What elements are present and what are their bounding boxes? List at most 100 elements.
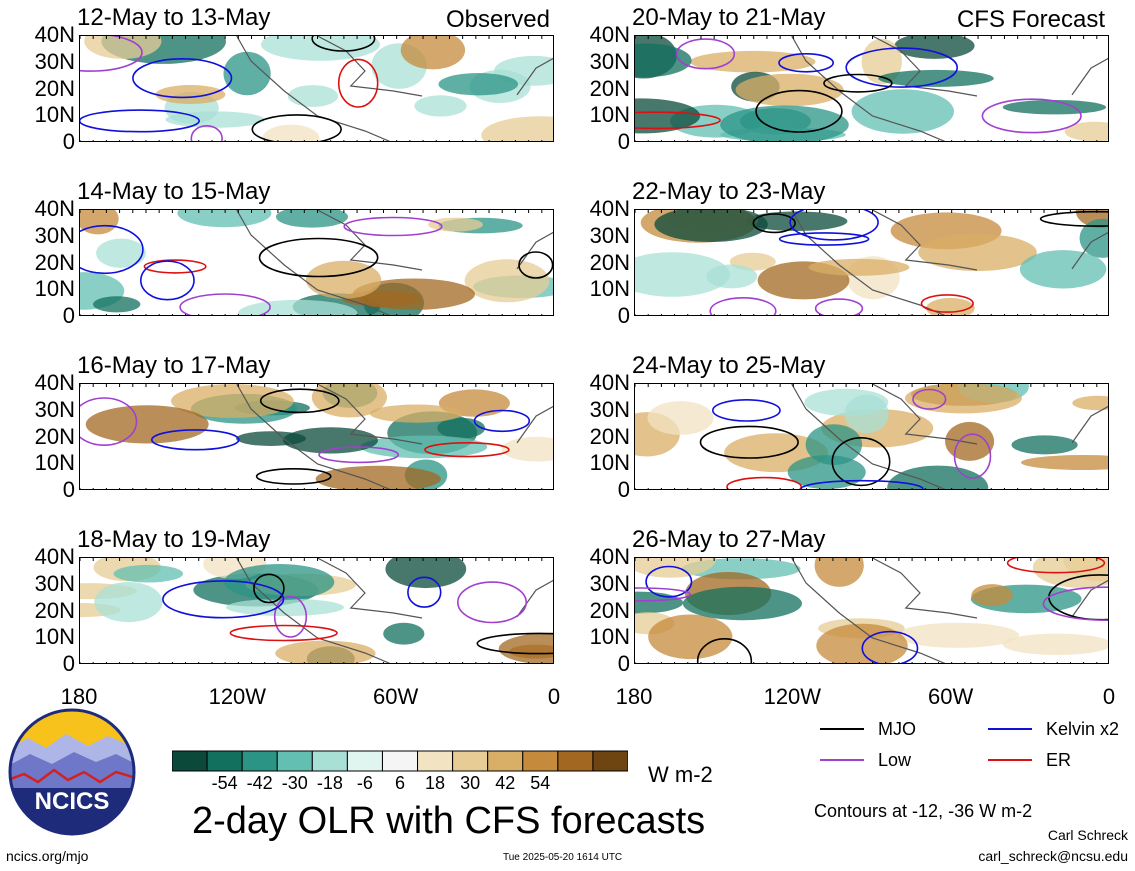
wave-contour	[981, 98, 1082, 134]
wave-contour	[80, 109, 200, 133]
y-tick-label: 0	[62, 303, 75, 328]
y-tick-label: 20N	[589, 423, 630, 449]
colorbar-segment	[346, 750, 383, 772]
y-tick-label: 40N	[589, 544, 630, 569]
olr-anomaly-shading	[878, 69, 994, 87]
olr-map-panel	[79, 35, 554, 142]
olr-anomaly-shading	[155, 85, 226, 104]
footer-email[interactable]: carl_schreck@ncsu.edu	[978, 848, 1128, 864]
wave-contour	[143, 259, 207, 274]
olr-anomaly-shading	[926, 297, 975, 315]
y-tick-label: 40N	[589, 370, 630, 395]
olr-anomaly-shading	[1011, 435, 1078, 455]
olr-anomaly-shading	[428, 217, 483, 232]
colorbar-segment	[311, 750, 348, 772]
olr-anomaly-shading	[648, 614, 733, 660]
wave-contour	[675, 38, 736, 70]
olr-anomaly-shading	[498, 632, 553, 663]
olr-anomaly-shading	[226, 598, 344, 616]
y-tick-label: 0	[617, 651, 630, 676]
wave-contour	[80, 224, 144, 275]
colorbar-segment	[557, 750, 594, 772]
colorbar-tick-label: -18	[316, 773, 343, 793]
wave-contour	[920, 294, 974, 313]
panel-title: 24-May to 25-May	[632, 352, 826, 379]
y-tick-label: 30N	[589, 222, 630, 248]
olr-anomaly-shading	[94, 582, 163, 623]
colorbar-segment	[452, 750, 489, 772]
legend-label: MJO	[878, 719, 916, 739]
legend-label: Low	[878, 750, 912, 770]
wave-contour	[789, 210, 879, 241]
footer-url[interactable]: ncics.org/mjo	[6, 848, 89, 864]
wave-contour	[518, 251, 553, 279]
olr-anomaly-shading	[93, 296, 141, 313]
column-label: CFS Forecast	[956, 6, 1105, 33]
panel-title: 26-May to 27-May	[632, 526, 826, 553]
y-tick-label: 0	[62, 477, 75, 502]
wave-contour	[635, 111, 721, 130]
olr-anomaly-shading	[481, 116, 553, 141]
olr-anomaly-shading	[262, 124, 320, 141]
wave-contour	[1006, 558, 1106, 574]
legend-swatch	[820, 759, 864, 761]
wave-contour	[476, 632, 553, 655]
olr-map-panel	[79, 209, 554, 316]
wave-contour	[845, 47, 959, 88]
wave-contour	[778, 232, 870, 246]
olr-anomaly-shading	[814, 558, 864, 587]
colorbar-segment	[241, 750, 278, 772]
olr-anomaly-shading	[464, 259, 550, 303]
y-tick-label: 30N	[34, 222, 75, 248]
panel-title: 16-May to 17-May	[77, 352, 271, 379]
colorbar-tick-label: 42	[495, 773, 516, 793]
olr-map-panel	[79, 557, 554, 664]
wave-contour	[752, 213, 796, 234]
olr-anomaly-shading	[654, 210, 768, 242]
olr-anomaly-shading	[315, 465, 441, 489]
coastline	[236, 210, 553, 315]
olr-anomaly-shading	[275, 640, 376, 663]
wave-contour	[151, 429, 240, 451]
logo-text: NCICS	[35, 788, 110, 815]
olr-anomaly-shading	[805, 424, 863, 465]
olr-anomaly-shading	[80, 210, 119, 235]
y-tick-label: 20N	[589, 597, 630, 623]
legend-swatch	[988, 759, 1032, 761]
panel-title: 22-May to 23-May	[632, 178, 826, 205]
panel-title: 20-May to 21-May	[632, 4, 826, 31]
y-tick-label: 0	[617, 303, 630, 328]
y-tick-label: 20N	[34, 249, 75, 275]
wave-contour	[273, 595, 308, 638]
y-tick-label: 0	[62, 129, 75, 154]
olr-anomaly-shading	[1019, 250, 1107, 289]
y-tick-label: 40N	[34, 370, 75, 395]
wave-contour	[912, 388, 947, 410]
footer-timestamp: Tue 2025-05-20 1614 UTC	[503, 852, 623, 863]
wave-contour	[337, 58, 379, 108]
y-tick-label: 10N	[589, 276, 630, 302]
olr-anomaly-shading	[887, 465, 989, 489]
olr-map-panel	[634, 557, 1109, 664]
wave-contour	[258, 237, 379, 278]
y-tick-label: 0	[62, 651, 75, 676]
wave-contour	[229, 624, 338, 642]
colorbar-tick-label: -42	[246, 773, 273, 793]
y-tick-label: 40N	[34, 22, 75, 47]
colorbar	[172, 750, 628, 772]
olr-anomaly-shading	[851, 89, 954, 134]
coastline	[791, 384, 1108, 489]
wave-contour	[712, 398, 781, 422]
coastline	[791, 558, 1108, 663]
olr-anomaly-shading	[861, 38, 902, 85]
y-tick-label: 40N	[34, 544, 75, 569]
y-tick-label: 30N	[34, 570, 75, 596]
olr-anomaly-shading	[735, 73, 844, 107]
wave-contour	[343, 216, 443, 237]
wave-contour	[251, 114, 342, 141]
colorbar-tick-label: 18	[425, 773, 446, 793]
olr-anomaly-shading	[1064, 121, 1108, 141]
olr-anomaly-shading	[745, 211, 848, 231]
olr-anomaly-shading	[177, 210, 272, 228]
y-tick-label: 30N	[589, 396, 630, 422]
